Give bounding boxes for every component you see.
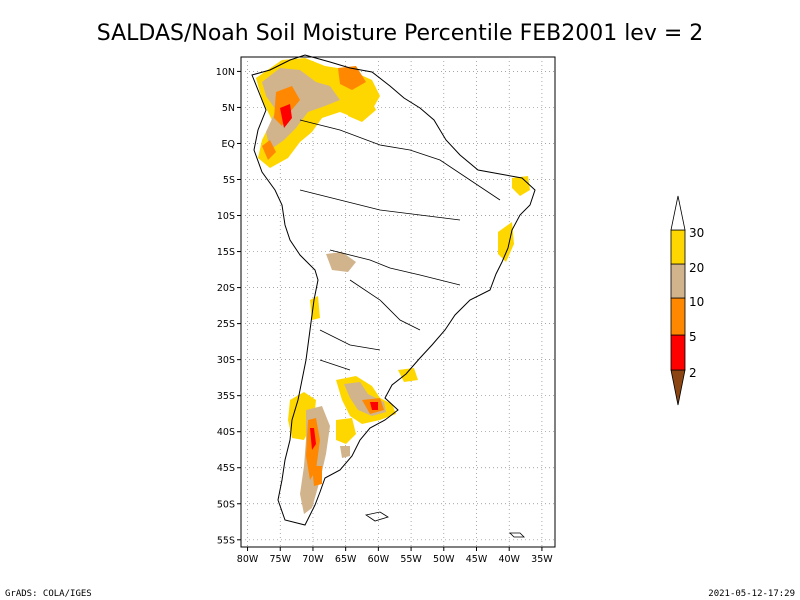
x-tick-label: 80W: [237, 554, 259, 565]
colorbar-label: 20: [689, 261, 704, 275]
footer-left: GrADS: COLA/IGES: [5, 589, 92, 599]
y-tick-label: 20S: [217, 283, 235, 294]
colorbar-label: 2: [689, 366, 697, 380]
colorbar-segment: [670, 195, 686, 231]
moisture-region: [348, 94, 376, 122]
y-tick-label: 40S: [217, 427, 235, 438]
x-tick-label: 45W: [466, 554, 488, 565]
moisture-region: [306, 418, 320, 480]
colorbar-label: 10: [689, 295, 704, 309]
moisture-region: [262, 140, 276, 160]
moisture-region: [280, 104, 292, 128]
y-tick-label: 50S: [217, 499, 235, 510]
coastline-borders: [251, 54, 536, 538]
y-tick-label: 25S: [217, 319, 235, 330]
moisture-region: [312, 466, 322, 486]
moisture-region: [338, 66, 366, 90]
y-tick-label: 35S: [217, 391, 235, 402]
footer-right: 2021-05-12-17:29: [708, 589, 795, 599]
colorbar-segment: [670, 369, 686, 406]
colorbar: 2 5 10 20 30: [670, 195, 704, 406]
x-tick-label: 35W: [531, 554, 553, 565]
y-tick-label: 5N: [222, 103, 235, 114]
y-tick-label: EQ: [222, 139, 235, 150]
falklands: [364, 511, 389, 522]
y-tick-label: 15S: [217, 247, 235, 258]
x-tick-label: 60W: [368, 554, 390, 565]
country-borders: [299, 119, 501, 371]
colorbar-label: 30: [689, 226, 704, 240]
x-tick-label: 40W: [498, 554, 520, 565]
y-tick-label: 5S: [223, 175, 235, 186]
colorbar-label: 5: [689, 330, 697, 344]
moisture-regions: [256, 58, 530, 514]
continent-outline: [251, 54, 536, 526]
south-georgia: [509, 532, 525, 538]
colorbar-segment: [670, 229, 686, 265]
y-tick-label: 45S: [217, 463, 235, 474]
plot-area: 80W 75W 70W 65W 60W 55W 50W 45W 40W 35W 10N 5N EQ 5S…: [216, 54, 556, 565]
x-axis-ticks: 80W 75W 70W 65W 60W 55W 50W 45W 40W 35W: [237, 547, 553, 565]
colorbar-segment: [670, 334, 686, 371]
y-tick-label: 10S: [217, 211, 235, 222]
x-tick-label: 70W: [302, 554, 324, 565]
moisture-region: [262, 68, 340, 150]
y-tick-label: 10N: [216, 67, 235, 78]
x-tick-label: 50W: [433, 554, 455, 565]
y-tick-label: 55S: [217, 535, 235, 546]
y-axis-ticks: 10N 5N EQ 5S 10S 15S 20S 25S 30S 35S 40S 45S 50S 55S: [216, 67, 241, 546]
moisture-region: [398, 368, 418, 382]
moisture-region: [340, 446, 350, 458]
moisture-region: [326, 252, 356, 272]
y-tick-label: 30S: [217, 355, 235, 366]
x-tick-label: 55W: [400, 554, 422, 565]
colorbar-segment: [670, 297, 686, 336]
moisture-region: [498, 222, 514, 262]
moisture-region: [336, 418, 356, 444]
x-tick-label: 75W: [270, 554, 292, 565]
colorbar-segment: [670, 263, 686, 299]
moisture-region: [370, 402, 378, 410]
moisture-region: [310, 428, 316, 450]
chart-title: SALDAS/Noah Soil Moisture Percentile FEB…: [97, 21, 704, 46]
x-tick-label: 65W: [335, 554, 357, 565]
